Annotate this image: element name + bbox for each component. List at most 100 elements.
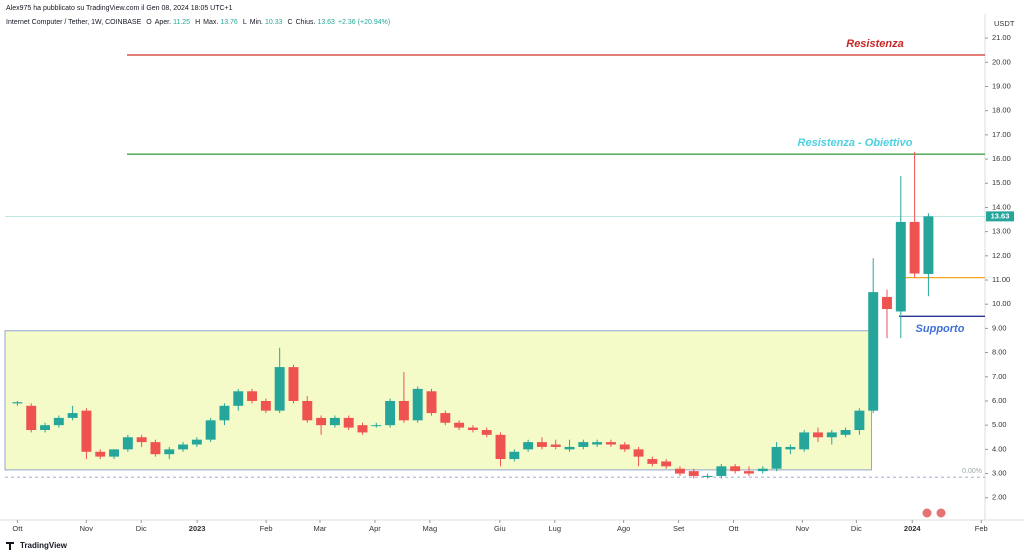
- candle-body: [854, 410, 865, 431]
- header: Alex975 ha pubblicato su TradingView.com…: [6, 5, 233, 12]
- y-tick-label: 7.00: [992, 372, 1007, 381]
- legend-field: Max.: [203, 19, 218, 26]
- candle-body: [495, 434, 506, 460]
- candle-body: [357, 425, 368, 433]
- candle-body: [398, 400, 409, 421]
- x-tick-label: Feb: [260, 524, 273, 533]
- y-tick-label: 15.00: [992, 178, 1011, 187]
- candle-body: [12, 402, 23, 404]
- candle-body: [757, 468, 768, 472]
- legend-value: 11.25: [173, 19, 190, 26]
- x-tick-label: Ott: [729, 524, 740, 533]
- candle-body: [868, 292, 879, 411]
- price-tag: [986, 211, 1014, 222]
- legend-field: Aper.: [155, 19, 171, 26]
- x-tick-label: 2023: [189, 524, 206, 533]
- candle-body: [813, 432, 823, 438]
- candle-body: [536, 442, 547, 447]
- candle-body: [385, 400, 396, 426]
- candle-body: [316, 417, 327, 426]
- candle-body: [661, 461, 672, 467]
- candle-body: [467, 427, 478, 431]
- candle-body: [164, 449, 175, 455]
- y-tick-label: 18.00: [992, 106, 1011, 115]
- candle-body: [826, 432, 837, 438]
- y-tick-label: 21.00: [992, 33, 1011, 42]
- legend-key: H: [195, 19, 200, 26]
- unit-label: USDT: [994, 19, 1015, 28]
- candle-body: [785, 446, 796, 450]
- x-tick-label: Lug: [549, 524, 562, 533]
- candle-body: [702, 475, 713, 477]
- candle-body: [799, 432, 810, 450]
- candle-body: [647, 459, 658, 464]
- candle-body: [247, 391, 258, 401]
- candle-body: [122, 437, 133, 450]
- y-tick-label: 11.00: [992, 275, 1010, 284]
- legend-field: Min.: [250, 19, 263, 26]
- y-tick-label: 5.00: [992, 420, 1007, 429]
- x-tick-label: Dic: [851, 524, 862, 533]
- candle-body: [523, 442, 534, 450]
- y-tick-label: 12.00: [992, 251, 1011, 260]
- candle-body: [81, 410, 92, 452]
- candle-body: [426, 391, 437, 414]
- candle-body: [923, 216, 934, 274]
- candle-body: [150, 442, 161, 455]
- candle-body: [771, 446, 782, 469]
- candle-body: [329, 417, 340, 426]
- candle-body: [219, 405, 230, 421]
- x-tick-label: Nov: [796, 524, 810, 533]
- candle-body: [109, 449, 120, 457]
- candle-body: [53, 417, 64, 426]
- candle-body: [578, 442, 589, 447]
- footer-brand: TradingView: [20, 541, 68, 550]
- y-tick-label: 6.00: [992, 396, 1007, 405]
- candle-body: [274, 367, 285, 411]
- symbol: Internet Computer / Tether, 1W, COINBASE: [6, 19, 142, 26]
- candle-body: [730, 466, 741, 472]
- candle-body: [550, 444, 561, 447]
- legend-key: C: [288, 19, 293, 26]
- legend-key: L: [243, 19, 247, 26]
- x-tick-label: Ott: [12, 524, 23, 533]
- candle-body: [343, 417, 354, 428]
- candle-body: [191, 439, 202, 445]
- candle-body: [619, 444, 630, 450]
- legend-value: 13.76: [220, 19, 238, 26]
- y-tick-label: 2.00: [992, 493, 1007, 502]
- candle-body: [633, 449, 644, 457]
- y-tick-label: 10.00: [992, 299, 1011, 308]
- candle-body: [440, 413, 451, 423]
- y-tick-label: 14.00: [992, 202, 1011, 211]
- candle-body: [909, 221, 920, 274]
- candle-body: [895, 221, 906, 312]
- candle-body: [564, 446, 575, 450]
- candle-body: [454, 422, 465, 428]
- x-tick-label: Nov: [80, 524, 94, 533]
- candle-body: [178, 444, 189, 450]
- candle-body: [716, 466, 727, 476]
- level-label: Supporto: [916, 323, 965, 335]
- y-tick-label: 4.00: [992, 444, 1007, 453]
- legend-value: 10.33: [265, 19, 283, 26]
- candle-body: [688, 471, 699, 476]
- legend-field: Chius.: [296, 19, 316, 26]
- candle-body: [605, 442, 616, 445]
- legend-key: O: [146, 19, 152, 26]
- candle-body: [40, 425, 50, 431]
- x-tick-label: Ago: [617, 524, 630, 533]
- legend: Internet Computer / Tether, 1W, COINBASE…: [6, 19, 390, 26]
- candle-body: [371, 425, 382, 427]
- level-label: Resistenza: [846, 38, 903, 50]
- legend-change-pct: (+20.94%): [358, 19, 391, 26]
- brand-logo: [6, 542, 14, 550]
- x-tick-label: Giu: [494, 524, 506, 533]
- y-tick-label: 19.00: [992, 81, 1011, 90]
- x-tick-label: 2024: [904, 524, 922, 533]
- x-tick-label: Dic: [136, 524, 147, 533]
- candle-body: [509, 451, 520, 460]
- y-tick-label: 3.00: [992, 469, 1007, 478]
